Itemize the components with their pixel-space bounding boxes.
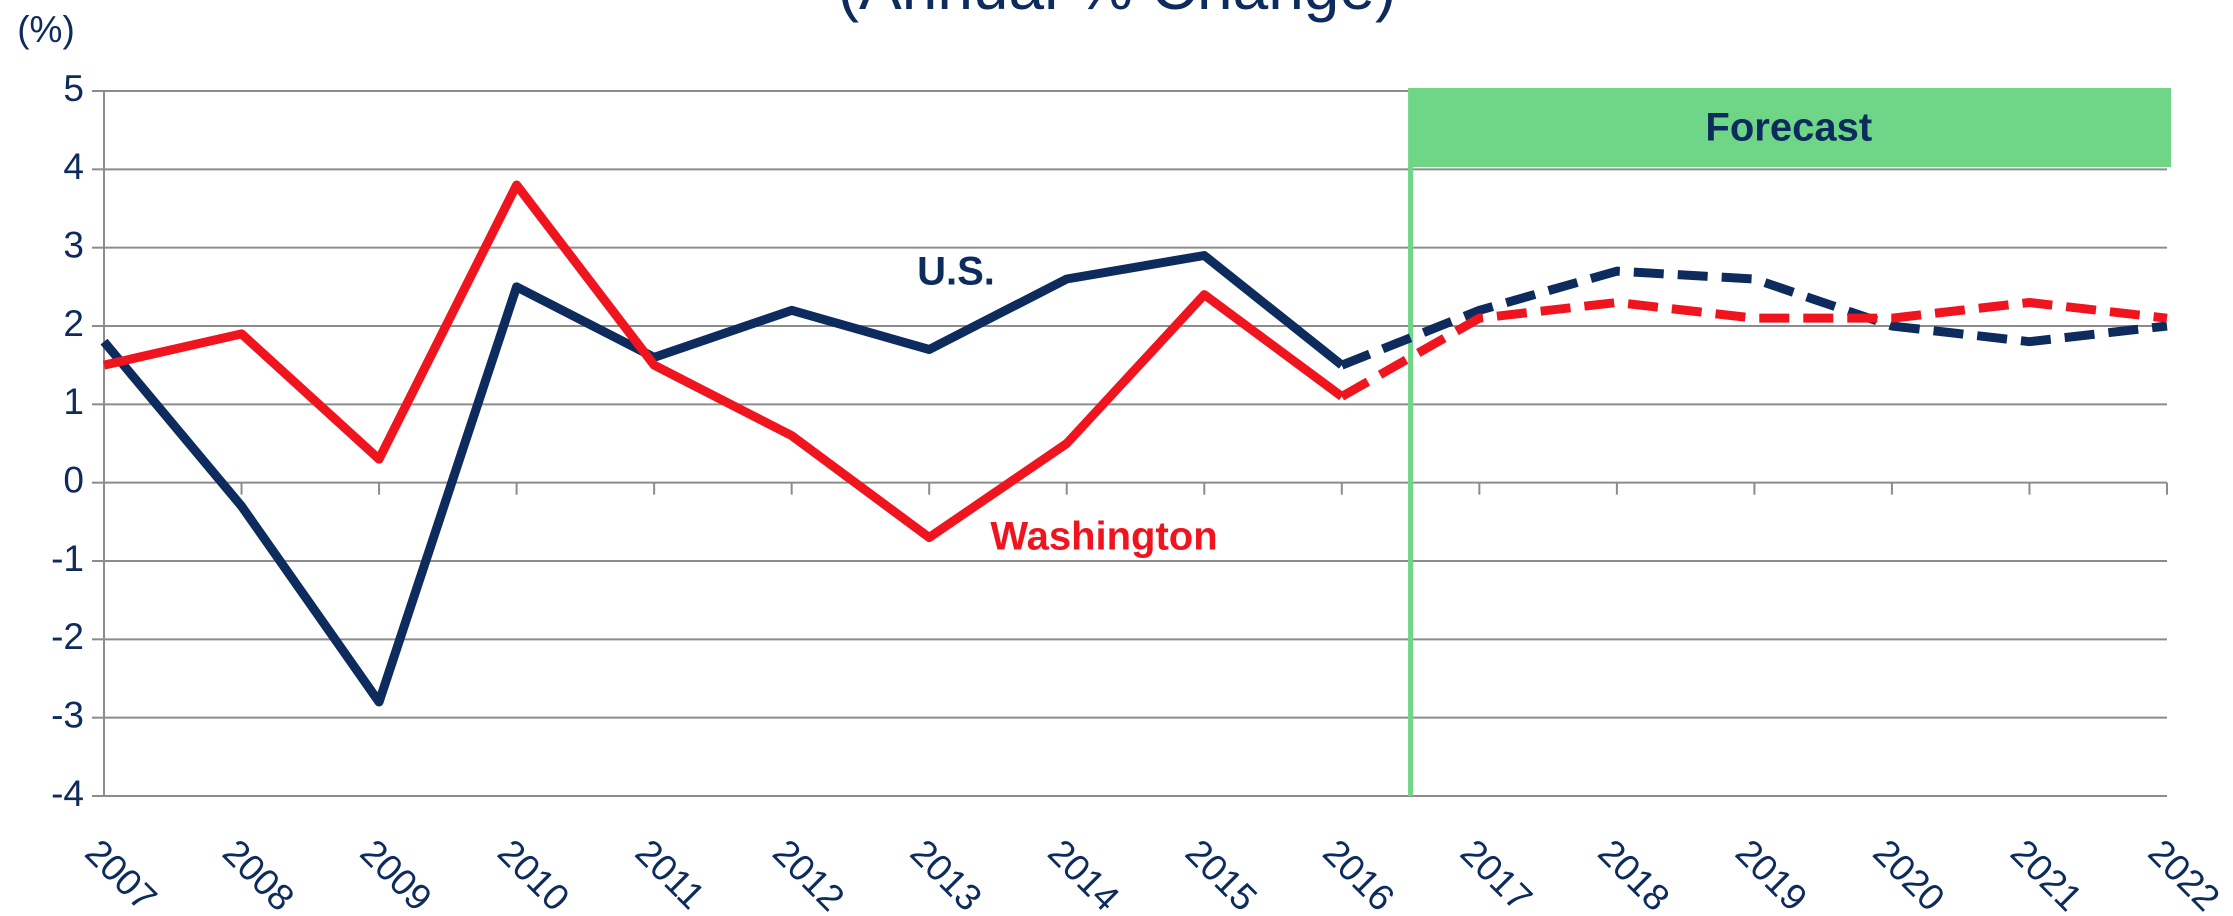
x-tick-label: 2020: [1865, 832, 1952, 916]
forecast-label: Forecast: [1705, 106, 1872, 150]
line: [103, 180, 1345, 542]
y-tick-label: 1: [63, 381, 84, 422]
x-tick-label: 2010: [490, 832, 577, 916]
x-tick-label: 2019: [1728, 832, 1815, 916]
x-tick-label: 2015: [1178, 832, 1265, 916]
forecast-box: [1410, 88, 2171, 167]
x-tick-label: 2007: [77, 832, 164, 916]
y-tick-label: 5: [63, 68, 84, 109]
y-tick-label: 2: [63, 303, 84, 344]
forecast-line: [1340, 266, 2168, 370]
line: [100, 251, 1345, 707]
x-tick-label: 2022: [2140, 832, 2227, 916]
x-tick-label: 2018: [1590, 832, 1677, 916]
x-tick-label: 2009: [352, 832, 439, 916]
series-label: Washington: [990, 515, 1217, 559]
series-label: U.S.: [917, 250, 995, 294]
chart-title: (Annual % Change): [838, 0, 1397, 23]
y-tick-label: 4: [63, 146, 84, 187]
x-tick-label: 2013: [903, 832, 990, 916]
x-tick-label: 2014: [1040, 832, 1127, 916]
x-tick-label: 2017: [1453, 832, 1540, 916]
x-tick-label: 2008: [215, 832, 302, 916]
y-tick-label: -2: [51, 616, 84, 657]
x-tick-label: 2021: [2003, 832, 2090, 916]
y-tick-label: -4: [51, 773, 84, 814]
y-axis-label: (%): [17, 9, 75, 50]
x-tick-label: 2011: [628, 832, 713, 916]
y-tick-label: 0: [63, 459, 84, 500]
y-tick-label: -1: [51, 538, 84, 579]
x-tick-label: 2016: [1315, 832, 1402, 916]
x-tick-label: 2012: [765, 832, 852, 916]
y-tick-label: 3: [63, 224, 84, 265]
forecast-line: [1339, 298, 2168, 401]
y-tick-label: -3: [51, 694, 84, 735]
